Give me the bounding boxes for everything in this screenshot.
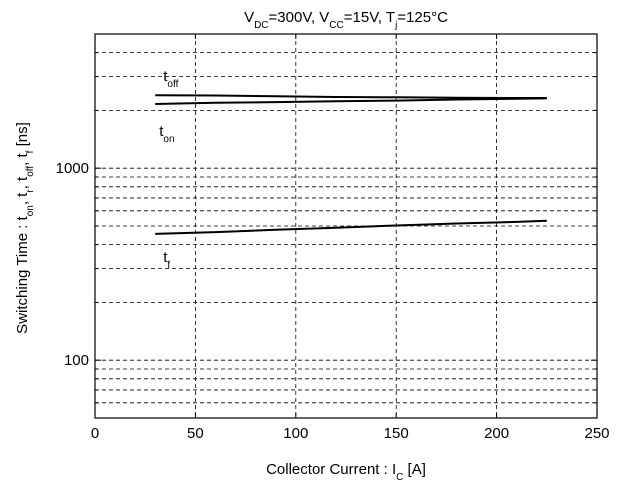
series-line-t-f xyxy=(155,219,547,235)
x-tick-label: 150 xyxy=(384,425,409,442)
y-axis-ticks: 100 1000 xyxy=(56,52,597,404)
x-tick-label: 100 xyxy=(283,425,308,442)
y-axis-label: Switching Time : ton, tr, toff, tf [ns] xyxy=(14,122,36,334)
y-tick-label: 100 xyxy=(64,352,89,369)
plot-frame xyxy=(94,33,598,419)
grid-lines xyxy=(95,34,597,418)
series-line-t-on xyxy=(155,97,547,105)
x-tick-label: 250 xyxy=(584,425,609,442)
x-axis-label: Collector Current : IC [A] xyxy=(266,461,426,483)
series-line-t-off xyxy=(155,94,547,99)
x-tick-label: 200 xyxy=(484,425,509,442)
series-labels: toff ton tf xyxy=(159,68,178,270)
series-label-t-on: ton xyxy=(159,123,174,145)
series-label-t-off: toff xyxy=(163,68,178,90)
x-tick-label: 0 xyxy=(91,425,99,442)
series-label-t-f: tf xyxy=(163,249,170,271)
x-tick-label: 50 xyxy=(187,425,204,442)
x-axis-ticks: 0 50 100 150 200 250 xyxy=(91,34,610,442)
series-group xyxy=(155,94,547,235)
chart-title: VDC=300V, VCC=15V, Tj=125°C xyxy=(244,9,448,31)
y-tick-label: 1000 xyxy=(56,160,89,177)
